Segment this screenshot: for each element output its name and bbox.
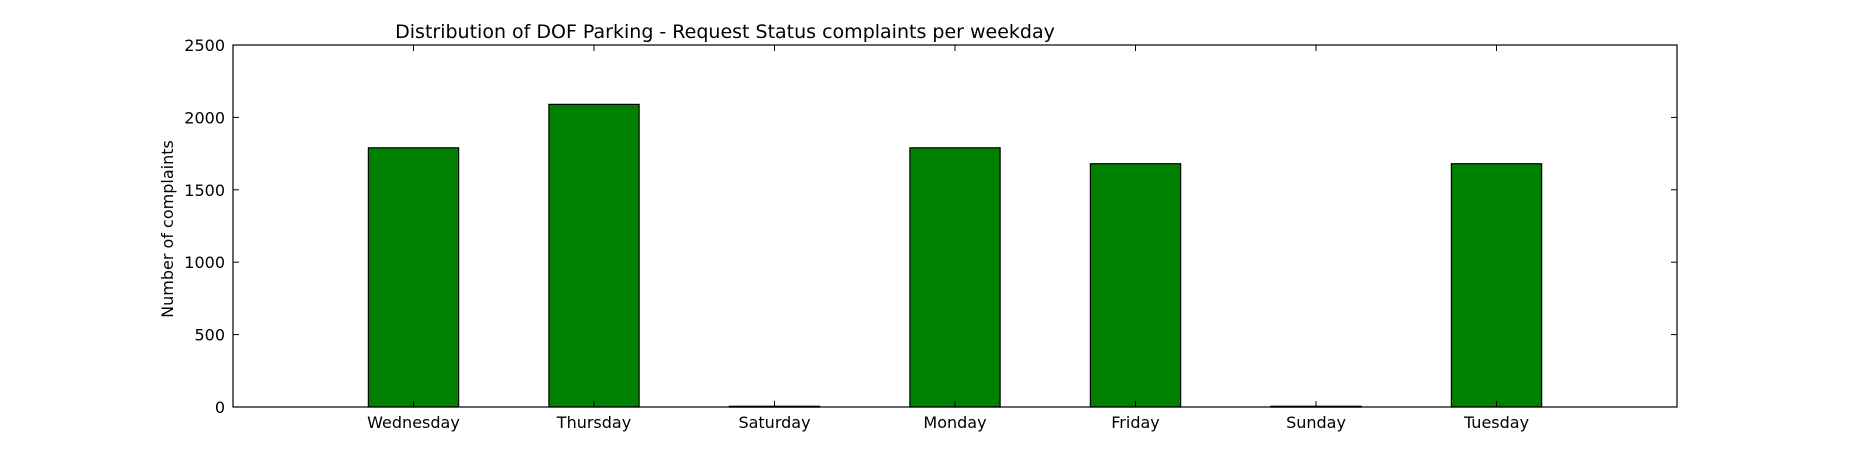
x-tick-label-monday: Monday: [923, 413, 986, 432]
y-tick-label-2500: 2500: [184, 36, 225, 55]
x-tick-label-friday: Friday: [1111, 413, 1160, 432]
x-tick-label-wednesday: Wednesday: [367, 413, 460, 432]
y-tick-label-2000: 2000: [184, 108, 225, 127]
y-tick-label-1000: 1000: [184, 253, 225, 272]
plot-area: 0 500 1000 1500 2000 2500 Wednesday Thursday Sat…: [184, 36, 1678, 432]
x-tick-label-sunday: Sunday: [1286, 413, 1346, 432]
y-tick-label-500: 500: [194, 326, 225, 345]
x-tick-label-thursday: Thursday: [556, 413, 631, 432]
x-tick-label-tuesday: Tuesday: [1463, 413, 1529, 432]
bar-thursday: [548, 103, 640, 408]
chart-title: Distribution of DOF Parking - Request St…: [395, 21, 1055, 43]
x-tick-label-saturday: Saturday: [738, 413, 810, 432]
bar-wednesday: [367, 147, 460, 408]
y-axis-label: Number of complaints: [158, 140, 177, 318]
y-tick-label-1500: 1500: [184, 181, 225, 200]
y-tick-label-0: 0: [215, 398, 225, 417]
bar-friday: [1089, 163, 1182, 408]
bar-monday: [909, 147, 1001, 408]
bar-tuesday: [1450, 163, 1543, 408]
